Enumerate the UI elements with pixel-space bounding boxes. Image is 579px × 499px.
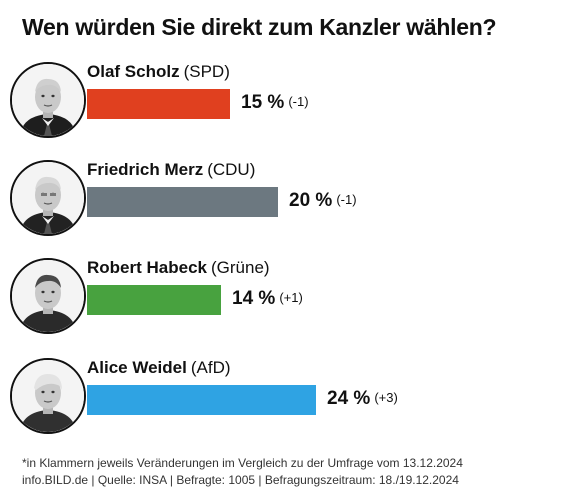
value-bar bbox=[87, 285, 221, 315]
footnote-source: info.BILD.de | Quelle: INSA | Befragte: … bbox=[22, 473, 459, 487]
candidate-row: Olaf Scholz (SPD) 15 % (-1) bbox=[0, 62, 579, 152]
candidate-label: Friedrich Merz (CDU) bbox=[87, 160, 255, 180]
candidate-name: Olaf Scholz bbox=[87, 62, 180, 81]
candidate-party: (SPD) bbox=[183, 62, 230, 81]
candidate-party: (Grüne) bbox=[210, 258, 270, 277]
change-text: (-1) bbox=[336, 192, 357, 207]
candidate-label: Alice Weidel (AfD) bbox=[87, 358, 231, 378]
candidate-portrait bbox=[10, 358, 86, 434]
candidate-portrait bbox=[10, 160, 86, 236]
candidate-name: Robert Habeck bbox=[87, 258, 207, 277]
value-bar bbox=[87, 187, 278, 217]
change-text: (+1) bbox=[279, 290, 303, 305]
candidate-label: Robert Habeck (Grüne) bbox=[87, 258, 270, 278]
value-text: 15 % bbox=[241, 92, 285, 113]
value-label: 24 % (+3) bbox=[327, 388, 398, 410]
candidate-portrait bbox=[10, 258, 86, 334]
change-text: (+3) bbox=[374, 390, 398, 405]
candidate-label: Olaf Scholz (SPD) bbox=[87, 62, 230, 82]
value-text: 20 % bbox=[289, 190, 333, 211]
candidate-party: (AfD) bbox=[190, 358, 231, 377]
value-text: 24 % bbox=[327, 388, 371, 409]
candidate-row: Friedrich Merz (CDU) 20 % (-1) bbox=[0, 160, 579, 250]
candidate-portrait bbox=[10, 62, 86, 138]
value-text: 14 % bbox=[232, 288, 276, 309]
candidate-party: (CDU) bbox=[207, 160, 256, 179]
change-text: (-1) bbox=[288, 94, 309, 109]
chart-title: Wen würden Sie direkt zum Kanzler wählen… bbox=[22, 14, 497, 40]
candidate-name: Friedrich Merz bbox=[87, 160, 204, 179]
footnote: *in Klammern jeweils Veränderungen im Ve… bbox=[22, 455, 463, 489]
candidate-row: Alice Weidel (AfD) 24 % (+3) bbox=[0, 358, 579, 448]
value-label: 14 % (+1) bbox=[232, 288, 303, 310]
value-bar bbox=[87, 89, 230, 119]
candidate-name: Alice Weidel bbox=[87, 358, 187, 377]
candidate-row: Robert Habeck (Grüne) 14 % (+1) bbox=[0, 258, 579, 348]
footnote-note: *in Klammern jeweils Veränderungen im Ve… bbox=[22, 456, 463, 470]
value-label: 20 % (-1) bbox=[289, 190, 357, 212]
value-label: 15 % (-1) bbox=[241, 92, 309, 114]
value-bar bbox=[87, 385, 316, 415]
